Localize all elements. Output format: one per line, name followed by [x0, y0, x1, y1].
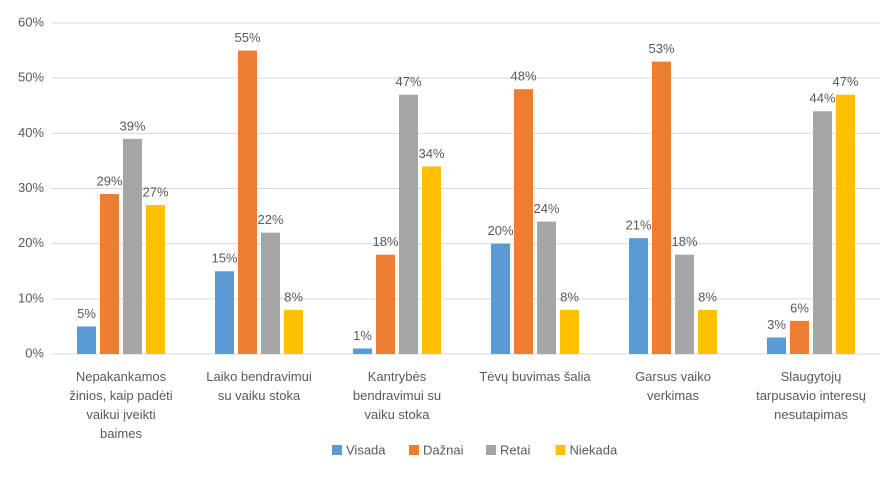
y-tick-label: 60%	[18, 14, 44, 29]
y-tick-label: 20%	[18, 235, 44, 250]
bar	[560, 309, 579, 354]
data-label: 21%	[625, 218, 651, 233]
y-tick-label: 30%	[18, 180, 44, 195]
bar	[629, 238, 648, 354]
x-tick-line: tarpusavio interesų	[756, 388, 866, 403]
x-tick-label: Laiko bendravimui su vaiku stoka	[206, 369, 312, 403]
x-tick-label: Slaugytojų tarpusavio interesų nesutapimas	[756, 369, 866, 422]
x-tick-line: Laiko bendravimui	[206, 369, 312, 384]
bar	[836, 94, 855, 354]
bar	[238, 50, 257, 354]
data-label: 20%	[487, 223, 513, 238]
x-tick-line: žinios, kaip padėti	[69, 388, 172, 403]
data-label: 24%	[533, 201, 559, 216]
x-tick-line: Kantrybės	[368, 369, 427, 384]
x-tick-line: su vaiku stoka	[218, 388, 301, 403]
x-tick-line: bendravimui su	[353, 388, 441, 403]
bar	[790, 320, 809, 354]
legend-swatch	[555, 445, 566, 455]
bar	[284, 309, 303, 354]
x-tick-label: Garsus vaiko verkimas	[635, 369, 711, 403]
bar	[514, 89, 533, 354]
data-label: 3%	[767, 317, 786, 332]
bar	[123, 138, 142, 354]
y-tick-label: 0%	[25, 345, 44, 360]
legend-label: Retai	[500, 442, 530, 457]
bar	[100, 194, 119, 354]
bar	[399, 94, 418, 354]
bar	[215, 271, 234, 354]
x-tick-line: vaiku stoka	[364, 407, 430, 422]
y-tick-label: 10%	[18, 290, 44, 305]
data-label: 22%	[257, 212, 283, 227]
data-label: 55%	[234, 30, 260, 45]
bar	[261, 232, 280, 354]
legend-label: Dažnai	[423, 442, 464, 457]
bar	[767, 337, 786, 354]
bar	[353, 348, 372, 354]
x-tick-label: Kantrybės bendravimui su vaiku stoka	[353, 369, 441, 422]
data-label: 48%	[510, 69, 536, 84]
x-tick-line: verkimas	[647, 388, 700, 403]
x-tick-label: Tėvų buvimas šalia	[479, 369, 591, 384]
x-tick-line: baimes	[100, 426, 142, 441]
data-label: 44%	[809, 91, 835, 106]
bar	[376, 254, 395, 354]
data-label: 15%	[211, 251, 237, 266]
data-label: 39%	[119, 118, 145, 133]
data-label: 47%	[832, 74, 858, 89]
x-tick-line: Nepakankamos	[76, 369, 167, 384]
legend-label: Niekada	[570, 442, 618, 457]
data-label: 34%	[418, 146, 444, 161]
data-label: 8%	[560, 289, 579, 304]
y-tick-label: 50%	[18, 70, 44, 85]
x-tick-line: Slaugytojų	[781, 369, 842, 384]
data-label: 27%	[142, 184, 168, 199]
x-tick-line: Tėvų buvimas šalia	[479, 369, 591, 384]
bar	[77, 326, 96, 354]
y-tick-label: 40%	[18, 125, 44, 140]
data-label: 29%	[96, 173, 122, 188]
data-label: 8%	[284, 289, 303, 304]
bar	[698, 309, 717, 354]
data-label: 6%	[790, 300, 809, 315]
x-tick-label: Nepakankamos žinios, kaip padėti vaikui įv…	[69, 369, 172, 441]
data-label: 1%	[353, 328, 372, 343]
x-tick-line: vaikui įveikti	[86, 407, 155, 422]
legend-swatch	[332, 445, 342, 455]
data-label: 8%	[698, 289, 717, 304]
legend-swatch	[486, 445, 496, 455]
bar	[491, 243, 510, 354]
data-label: 47%	[395, 74, 421, 89]
bar	[537, 221, 556, 354]
bar	[422, 166, 441, 354]
data-label: 18%	[671, 234, 697, 249]
legend-swatch	[409, 445, 419, 455]
bar	[146, 205, 165, 354]
data-label: 5%	[77, 306, 96, 321]
data-label: 53%	[648, 41, 674, 56]
legend-label: Visada	[346, 442, 386, 457]
bar	[652, 61, 671, 354]
bar	[675, 254, 694, 354]
bar	[813, 111, 832, 355]
x-tick-line: Garsus vaiko	[635, 369, 711, 384]
data-label: 18%	[372, 234, 398, 249]
x-tick-line: nesutapimas	[774, 407, 848, 422]
